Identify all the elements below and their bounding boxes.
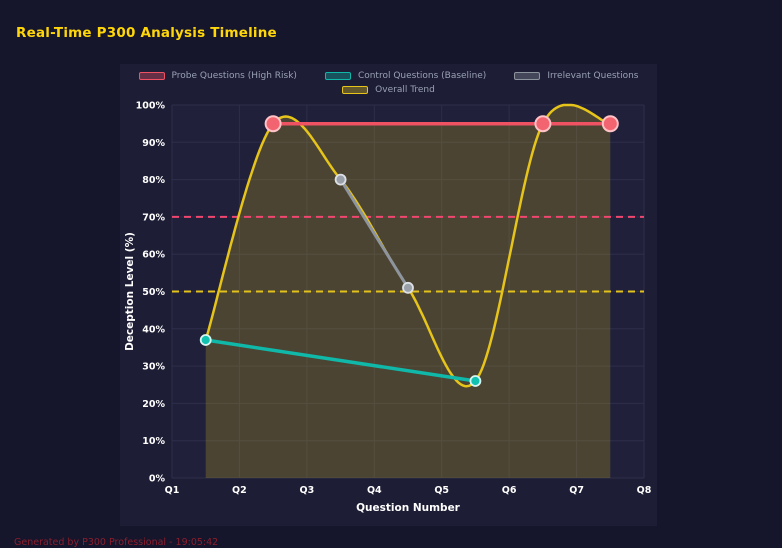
footer-note: Generated by P300 Professional - 19:05:4… [14,537,219,548]
y-tick-label: 0% [149,474,166,485]
x-tick-label: Q5 [434,485,449,496]
x-tick-label: Q7 [569,485,584,496]
x-tick-label: Q1 [165,485,180,496]
p300-timeline-chart: Q1 Q2 Q3 Q4 Q5 Q6 Q7 Q8 0% 10% 20% 30% 40% 50% 60% 70% 8… [124,101,652,515]
data-point-probe-questions-high-risk[interactable] [534,115,552,133]
x-tick-label: Q2 [232,485,247,496]
y-tick-label: 100% [136,101,166,112]
legend-swatch [324,72,351,80]
x-tick-label: Q4 [367,485,382,496]
legend-row-1: Probe Questions (High Risk) Control Quest… [120,71,657,81]
data-point-control-questions-baseline[interactable] [469,375,482,387]
chart-panel: Q1 Q2 Q3 Q4 Q5 Q6 Q7 Q8 0% 10% 20% 30% 40% 50% 60% 70% 8… [120,64,657,526]
x-tick-label: Q3 [300,485,315,496]
y-axis-title: Deception Level (%) [124,232,136,351]
y-tick-label: 60% [142,250,165,261]
legend-label: Control Questions (Baseline) [357,71,487,81]
y-tick-label: 20% [142,399,165,410]
legend-label: Probe Questions (High Risk) [171,71,297,81]
legend-swatch [342,86,369,94]
y-tick-label: 90% [142,138,165,149]
y-tick-label: 80% [142,175,165,186]
legend-swatch [514,72,541,80]
x-tick-label: Q8 [637,485,652,496]
x-axis-title: Question Number [356,502,461,514]
data-point-probe-questions-high-risk[interactable] [264,115,282,133]
series-line-control-questions-baseline [203,338,478,383]
y-tick-label: 70% [142,212,165,223]
x-tick-label: Q6 [502,485,517,496]
data-point-probe-questions-high-risk[interactable] [601,115,619,133]
legend-row-2: Overall Trend [120,85,657,95]
y-tick-label: 40% [142,324,165,335]
legend-item-probe-questions-high-risk[interactable]: Probe Questions (High Risk) [138,71,297,81]
series-line-irrelevant-questions [339,178,410,290]
y-tick-label: 10% [142,436,165,447]
data-point-irrelevant-questions[interactable] [334,173,347,186]
legend-swatch [138,72,165,80]
legend-item-irrelevant-questions[interactable]: Irrelevant Questions [514,71,638,81]
legend-label: Irrelevant Questions [547,71,639,81]
legend-label: Overall Trend [375,85,435,95]
chart-legend: Probe Questions (High Risk) Control Quest… [120,71,657,95]
data-point-irrelevant-questions[interactable] [402,281,414,294]
data-point-control-questions-baseline[interactable] [199,334,212,346]
y-tick-label: 50% [142,287,165,298]
page-title: Real-Time P300 Analysis Timeline [16,25,277,41]
legend-item-overall-trend[interactable]: Overall Trend [342,85,435,95]
y-tick-label: 30% [142,362,165,373]
legend-item-control-questions-baseline[interactable]: Control Questions (Baseline) [324,71,487,81]
